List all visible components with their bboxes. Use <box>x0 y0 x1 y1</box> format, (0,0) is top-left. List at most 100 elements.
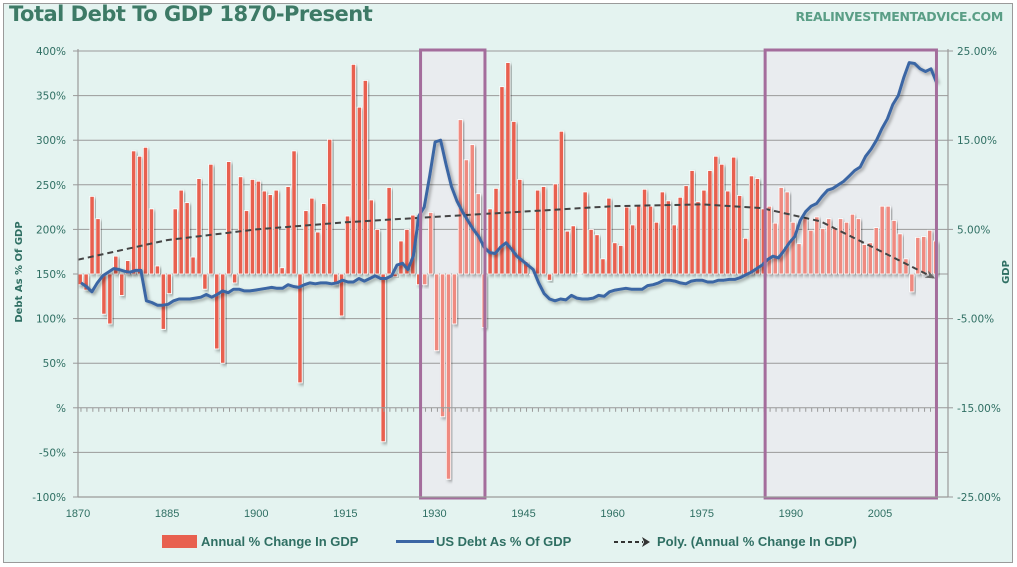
legend: Annual % Change In GDP US Debt As % Of G… <box>0 534 1017 554</box>
gdp-bar <box>398 240 404 275</box>
y-tick-label: 200% <box>36 224 66 236</box>
x-tick-label: 1975 <box>690 508 714 520</box>
gdp-bar <box>808 229 814 275</box>
gdp-bar <box>921 236 927 275</box>
gdp-bar <box>386 187 392 275</box>
gdp-bar <box>404 228 410 275</box>
gdp-bar <box>636 204 642 275</box>
gdp-bar <box>434 273 440 352</box>
gdp-bar <box>113 255 119 275</box>
gdp-bar <box>665 200 671 275</box>
gdp-bar <box>285 186 291 275</box>
gdp-bar <box>659 191 665 275</box>
y-tick-label: 50% <box>43 358 66 370</box>
gdp-bar <box>903 258 909 275</box>
gdp-bar <box>303 210 309 275</box>
gdp-bar <box>344 215 351 275</box>
debt-line <box>80 61 938 307</box>
gdp-bar <box>855 218 861 275</box>
legend-line-swatch <box>396 540 434 543</box>
y-tick-label: 400% <box>36 46 66 58</box>
y2-tick-label: -25.00% <box>957 492 1001 504</box>
y-tick-label: 350% <box>36 91 66 103</box>
y-tick-label: % <box>56 403 66 415</box>
poly-trendline <box>77 203 936 279</box>
gdp-bar <box>754 178 760 275</box>
gdp-bar <box>374 228 380 275</box>
y2-tick-label: -15.00% <box>957 403 1001 415</box>
gdp-bar <box>790 221 796 275</box>
gdp-bar <box>226 161 232 275</box>
gdp-bar <box>838 218 844 275</box>
gdp-bar <box>499 86 505 275</box>
highlight-box-border <box>763 48 938 500</box>
gdp-bar <box>772 222 778 275</box>
gdp-bar <box>267 194 273 275</box>
gdp-bar <box>671 224 677 275</box>
gdp-bar <box>261 190 267 275</box>
zero-axis <box>78 407 948 412</box>
gdp-bar <box>540 186 547 275</box>
y-tick-label: -50% <box>39 447 66 459</box>
gdp-bar <box>255 180 261 275</box>
y-tick-label: 100% <box>36 314 66 326</box>
gdp-bar <box>220 273 226 364</box>
gdp-bar <box>606 197 612 275</box>
gdp-bar <box>517 179 523 275</box>
x-tick-label: 1885 <box>155 508 179 520</box>
gdp-bar <box>249 179 256 275</box>
gdp-bar <box>552 183 559 275</box>
gdp-bar <box>327 138 333 275</box>
x-tick-label: 1930 <box>422 508 446 520</box>
gdp-bar <box>445 273 452 480</box>
gdp-bar <box>564 230 570 275</box>
gdp-bar <box>891 220 897 275</box>
gdp-bar <box>95 218 101 275</box>
y-tick-label: 250% <box>36 180 66 192</box>
gdp-bar <box>897 233 903 275</box>
legend-label-gdp: Annual % Change In GDP <box>201 534 359 549</box>
x-tick-label: 2005 <box>868 508 892 520</box>
gdp-bar <box>178 189 184 275</box>
gdp-bar <box>362 80 368 275</box>
gdp-bar <box>166 273 172 295</box>
gdp-bar <box>142 146 149 275</box>
highlight-borders <box>419 48 938 500</box>
x-tick-label: 1990 <box>779 508 803 520</box>
gdp-bar <box>618 245 624 275</box>
gdp-bar <box>641 188 648 275</box>
gdp-bar <box>214 273 220 350</box>
gdp-bar <box>273 189 279 275</box>
gdp-bar <box>594 234 600 275</box>
gdp-bar <box>695 201 701 275</box>
legend-item-poly: Poly. (Annual % Change In GDP) <box>613 534 857 549</box>
gdp-bar <box>915 237 921 275</box>
gdp-bar <box>689 170 695 275</box>
gdp-bar <box>487 208 493 275</box>
gdp-bar <box>707 170 713 275</box>
gdp-bar <box>196 178 202 275</box>
y2-tick-label: 5.00% <box>957 224 990 236</box>
gdp-bar <box>439 273 446 418</box>
gdp-bar <box>582 191 588 275</box>
gdp-bar <box>368 199 374 275</box>
x-tick-label: 1960 <box>600 508 624 520</box>
gdp-bar <box>832 227 838 275</box>
axes: 400% 350% 300% 250% 200% 150% 100% 50%% -50% -100… <box>32 46 1001 520</box>
gdp-bar <box>380 273 386 443</box>
gdp-bar <box>927 229 933 275</box>
gdp-bar <box>873 227 879 275</box>
gdp-bar <box>731 156 737 275</box>
gdp-bar <box>535 189 541 275</box>
gdp-bar <box>612 242 618 275</box>
gdp-bar <box>576 272 582 275</box>
highlight-box-border <box>419 48 487 500</box>
x-tick-label: 1915 <box>333 508 357 520</box>
gdp-bar <box>748 175 755 275</box>
gdp-bar <box>428 212 434 275</box>
gdp-bar <box>843 221 850 275</box>
gdp-bar <box>309 197 315 275</box>
debt-line-path <box>80 61 938 307</box>
gdp-bar <box>356 106 362 275</box>
